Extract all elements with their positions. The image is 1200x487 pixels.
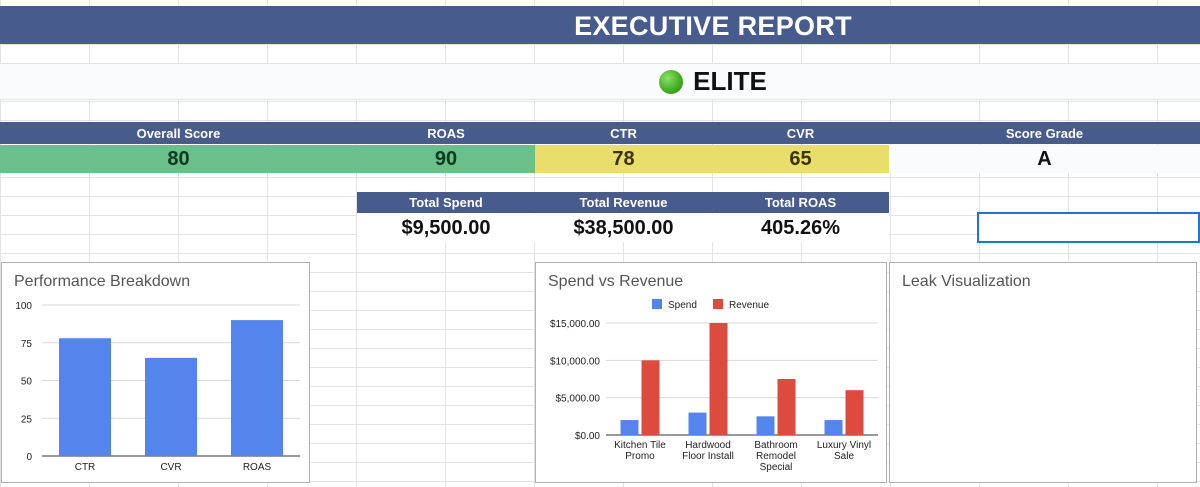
legend-label-revenue: Revenue — [729, 300, 769, 311]
x-tick-label: Kitchen Tile Promo — [614, 440, 666, 462]
selected-cell[interactable] — [977, 212, 1200, 243]
ctr-score-value[interactable]: 78 — [535, 145, 712, 173]
tier-row: ELITE — [0, 63, 1200, 100]
x-tick-label: CTR — [75, 462, 96, 473]
performance-chart-svg: 0 25 50 75 100 CTR CVR ROAS — [15, 301, 300, 473]
bar-cvr — [145, 357, 197, 456]
ctr-header: CTR — [535, 122, 712, 144]
spend-revenue-chart-svg: Spend Revenue $0.00 $5,000.00 $10,000.00 $15,… — [550, 299, 878, 473]
leak-visualization-chart[interactable]: Leak Visualization — [889, 262, 1197, 483]
bar-spend-3 — [756, 416, 775, 435]
cvr-header: CVR — [712, 122, 889, 144]
chart-title: Performance Breakdown — [14, 273, 191, 290]
legend-swatch-spend — [652, 299, 662, 309]
total-roas-header: Total ROAS — [712, 192, 889, 213]
green-circle-icon — [659, 69, 684, 94]
x-tick-label: Hardwood Floor Install — [682, 440, 734, 462]
y-tick-label: $0.00 — [575, 431, 600, 442]
x-tick-label: ROAS — [243, 462, 272, 473]
chart-title: Leak Visualization — [902, 273, 1031, 290]
bar-spend-2 — [688, 412, 707, 435]
report-title: EXECUTIVE REPORT — [0, 6, 1200, 44]
bar-revenue-2 — [709, 323, 728, 435]
bar-roas — [231, 320, 283, 456]
total-spend-header: Total Spend — [357, 192, 535, 213]
y-tick-label: 75 — [21, 339, 33, 350]
y-tick-label: 25 — [21, 414, 33, 425]
x-tick-label: CVR — [160, 462, 181, 473]
y-tick-label: $5,000.00 — [556, 394, 601, 405]
y-tick-label: 50 — [21, 377, 33, 388]
overall-score-value[interactable]: 80 — [0, 145, 357, 173]
bar-revenue-3 — [777, 379, 796, 435]
x-tick-label: Bathroom Remodel Special — [754, 440, 797, 473]
y-tick-label: $15,000.00 — [550, 319, 600, 330]
bar-revenue-1 — [641, 360, 660, 435]
total-spend-value[interactable]: $9,500.00 — [357, 214, 535, 242]
bar-ctr — [59, 338, 111, 456]
chart-title: Spend vs Revenue — [548, 273, 684, 290]
cvr-score-value[interactable]: 65 — [712, 145, 889, 173]
tier-label: ELITE — [693, 66, 767, 96]
bar-spend-1 — [620, 420, 639, 435]
bar-revenue-4 — [845, 390, 864, 435]
performance-breakdown-chart[interactable]: Performance Breakdown 0 25 50 75 100 CTR CVR RO… — [1, 262, 310, 483]
y-tick-label: 0 — [26, 452, 32, 463]
y-tick-label: $10,000.00 — [550, 356, 600, 367]
total-revenue-header: Total Revenue — [535, 192, 712, 213]
legend-label-spend: Spend — [668, 300, 697, 311]
score-grade-value[interactable]: A — [889, 145, 1200, 173]
legend-swatch-revenue — [713, 299, 723, 309]
bar-spend-4 — [824, 420, 843, 435]
total-roas-value[interactable]: 405.26% — [712, 214, 889, 242]
roas-score-value[interactable]: 90 — [357, 145, 535, 173]
spend-vs-revenue-chart[interactable]: Spend vs Revenue Spend Revenue $0.00 $5,000… — [535, 262, 887, 483]
x-tick-label: Luxury Vinyl Sale — [817, 440, 871, 462]
overall-score-header: Overall Score — [0, 122, 357, 144]
y-tick-label: 100 — [15, 301, 32, 312]
roas-header: ROAS — [357, 122, 535, 144]
total-revenue-value[interactable]: $38,500.00 — [535, 214, 712, 242]
score-grade-header: Score Grade — [889, 122, 1200, 144]
